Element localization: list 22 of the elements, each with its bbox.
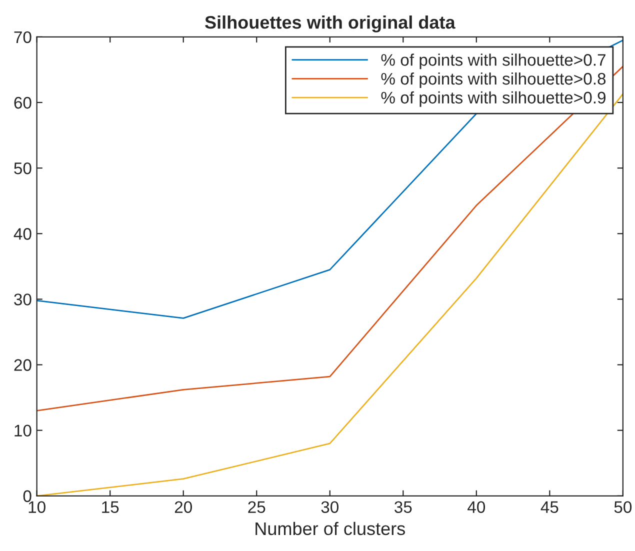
y-tick-label: 10 bbox=[14, 424, 32, 437]
y-tick-label: 20 bbox=[14, 359, 32, 371]
x-tick-label: 15 bbox=[102, 501, 119, 514]
x-tick-label: 25 bbox=[248, 501, 266, 514]
y-tick-label: 60 bbox=[14, 96, 32, 109]
x-tick-label: 20 bbox=[174, 501, 192, 514]
y-tick-label: 50 bbox=[14, 162, 32, 174]
x-tick-label: 50 bbox=[614, 501, 632, 514]
x-tick-label: 45 bbox=[540, 501, 558, 514]
y-tick-label: 0 bbox=[23, 490, 32, 502]
x-tick-label: 30 bbox=[321, 501, 338, 514]
y-tick-label: 70 bbox=[14, 31, 32, 44]
x-axis-title: Number of clusters bbox=[256, 522, 405, 536]
legend-label: % of points with silhouette>0.7 bbox=[381, 54, 606, 70]
x-tick-label: 10 bbox=[28, 501, 46, 514]
chart-title: Silhouettes with original data bbox=[205, 16, 456, 32]
x-tick-label: 40 bbox=[468, 501, 486, 514]
x-tick-label: 35 bbox=[394, 501, 412, 514]
y-tick-label: 40 bbox=[14, 228, 32, 240]
legend-label: % of points with silhouette>0.9 bbox=[381, 91, 606, 107]
y-tick-label: 30 bbox=[14, 294, 32, 306]
legend-label: % of points with silhouette>0.8 bbox=[381, 72, 606, 88]
